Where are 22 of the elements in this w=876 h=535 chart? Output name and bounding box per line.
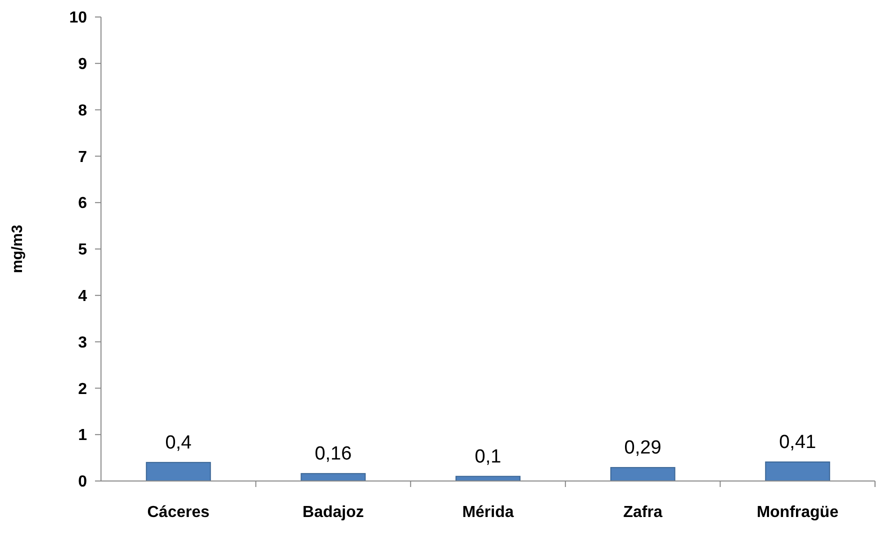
y-tick-label: 9	[78, 56, 88, 73]
x-tick-label: Mérida	[462, 504, 514, 521]
y-axis-title: mg/m3	[9, 224, 26, 274]
y-tick-label: 3	[78, 334, 88, 352]
y-tick-label: 10	[69, 10, 88, 27]
y-tick-label: 6	[78, 195, 88, 212]
x-tick-label: Cáceres	[147, 504, 210, 521]
y-tick-label: 7	[78, 148, 88, 166]
x-tick-label: Monfragüe	[756, 504, 839, 521]
data-label: 0,16	[314, 444, 352, 465]
data-label: 0,41	[779, 432, 816, 453]
y-tick-label: 2	[78, 380, 88, 398]
x-tick-label: Zafra	[623, 504, 662, 521]
data-label: 0,29	[624, 438, 662, 459]
y-tick-label: 8	[78, 102, 88, 120]
y-tick-label: 4	[78, 288, 88, 305]
data-label: 0,4	[165, 432, 192, 454]
x-tick-label: Badajoz	[302, 504, 364, 521]
y-tick-label: 0	[78, 474, 88, 491]
y-tick-label: 5	[78, 242, 88, 259]
data-label: 0,1	[474, 446, 502, 468]
y-tick-label: 1	[78, 427, 88, 444]
